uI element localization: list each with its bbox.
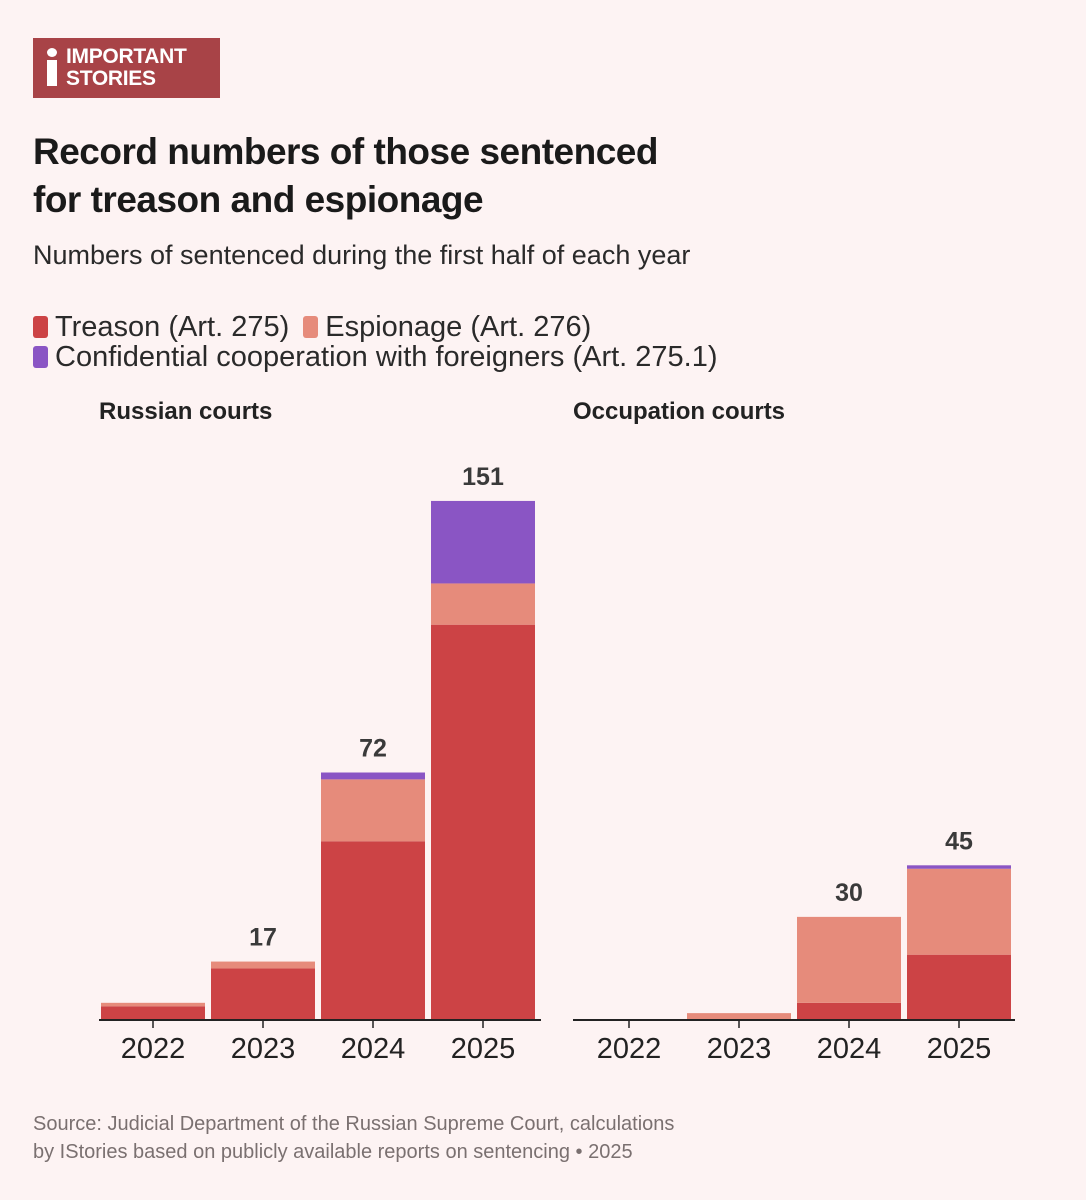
title-line-2: for treason and espionage [33, 179, 484, 220]
x-tick-label-2024: 2024 [817, 1033, 882, 1065]
x-tick-label-2023: 2023 [707, 1033, 772, 1065]
x-tick-label-2024: 2024 [341, 1033, 406, 1065]
legend-swatch-espionage [303, 316, 319, 338]
bar-total-label-2025: 45 [945, 827, 973, 855]
bar-total-label-2025: 151 [462, 463, 504, 491]
x-tick-label-2023: 2023 [231, 1033, 296, 1065]
panel-title-occupation-courts: Occupation courts [573, 398, 786, 425]
bar-treason-2024 [797, 1002, 901, 1020]
chart-legend: Treason (Art. 275) Espionage (Art. 276) … [33, 312, 732, 372]
chart-panel-0: 2022 17 2023 72 2024 151 2025 [99, 463, 541, 1065]
legend-label-espionage: Espionage (Art. 276) [325, 311, 592, 343]
source-line-1: Source: Judicial Department of the Russi… [33, 1113, 675, 1135]
legend-label-treason: Treason (Art. 275) [55, 311, 290, 343]
brand-logo: IMPORTANT STORIES [33, 38, 220, 98]
bar-espionage-2025 [431, 583, 535, 625]
bar-treason-2025 [907, 954, 1011, 1020]
bar-total-label-2023: 17 [249, 924, 277, 952]
bar-total-label-2024: 72 [359, 735, 387, 763]
x-tick-label-2022: 2022 [121, 1033, 186, 1065]
legend-item-espionage: Espionage (Art. 276) [303, 312, 591, 342]
legend-label-confidential: Confidential cooperation with foreigners… [55, 341, 718, 373]
page-title: Record numbers of those sentenced for tr… [33, 128, 833, 224]
legend-item-confidential: Confidential cooperation with foreigners… [33, 342, 718, 372]
bar-confidential-2025 [431, 500, 535, 584]
x-tick-label-2025: 2025 [927, 1033, 992, 1065]
x-tick-label-2025: 2025 [451, 1033, 516, 1065]
logo-line-1: IMPORTANT [66, 45, 187, 68]
logo-wordmark: IMPORTANT STORIES [66, 46, 187, 90]
bar-espionage-2024 [321, 779, 425, 842]
chart-subtitle: Numbers of sentenced during the first ha… [33, 240, 691, 270]
source-line-2: by IStories based on publicly available … [33, 1141, 633, 1163]
bar-confidential-2025 [907, 865, 1011, 869]
bar-espionage-2023 [687, 1013, 791, 1020]
logo-line-2: STORIES [66, 67, 156, 90]
legend-swatch-confidential [33, 346, 48, 368]
bar-total-label-2024: 30 [835, 879, 863, 907]
legend-swatch-treason [33, 316, 48, 338]
bar-espionage-2022 [101, 1002, 205, 1007]
chart-panel-1: 2022 2023 30 2024 45 2025 [573, 827, 1015, 1065]
bar-treason-2025 [431, 624, 535, 1020]
legend-item-treason: Treason (Art. 275) [33, 312, 289, 342]
title-line-1: Record numbers of those sentenced [33, 131, 658, 172]
bar-treason-2022 [101, 1006, 205, 1020]
bar-treason-2023 [211, 968, 315, 1020]
bar-espionage-2025 [907, 868, 1011, 955]
bar-espionage-2023 [211, 961, 315, 969]
x-tick-label-2022: 2022 [597, 1033, 662, 1065]
panel-title-russian-courts: Russian courts [99, 398, 273, 425]
bar-confidential-2024 [321, 772, 425, 780]
bar-espionage-2024 [797, 916, 901, 1003]
bar-treason-2024 [321, 841, 425, 1020]
logo-i-icon [47, 48, 57, 57]
source-note: Source: Judicial Department of the Russi… [33, 1110, 674, 1166]
